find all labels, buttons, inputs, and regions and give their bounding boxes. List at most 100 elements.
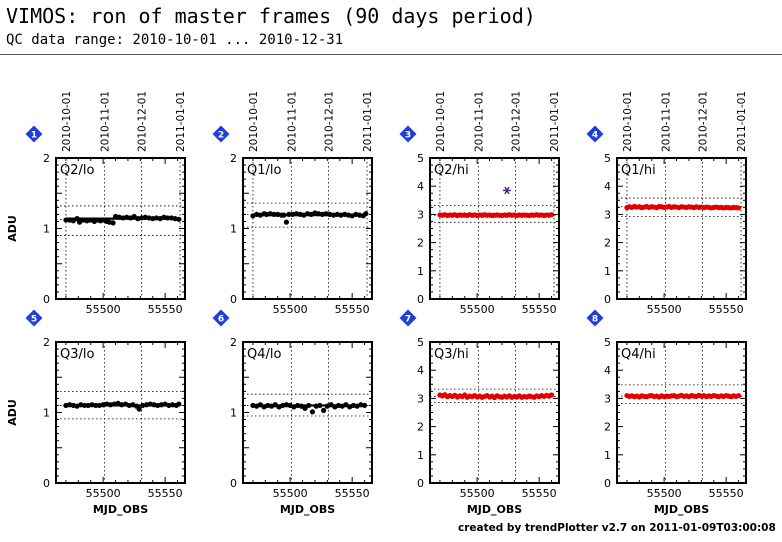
data-point xyxy=(63,217,69,223)
footer-credit: created by trendPlotter v2.7 on 2011-01-… xyxy=(458,522,776,534)
x-tick-label: 55550 xyxy=(335,303,370,316)
plot-frame xyxy=(616,341,747,484)
y-axis-label: ADU xyxy=(6,399,19,426)
y-tick-label: 2 xyxy=(43,336,50,349)
y-tick-label: 2 xyxy=(417,237,424,250)
data-point xyxy=(306,402,312,409)
date-tick-label: 2010-12-01 xyxy=(137,91,149,152)
plot-panel-2: 2 0 1 2 55500 55550 2010-10-01 2010-11-01 2010-1… xyxy=(212,91,374,316)
data-point xyxy=(321,407,327,413)
page-subtitle: QC data range: 2010-10-01 ... 2010-12-31 xyxy=(6,32,344,48)
y-tick-label: 2 xyxy=(230,152,237,165)
data-point xyxy=(283,219,290,225)
y-tick-label: 5 xyxy=(417,152,424,165)
y-tick-label: 3 xyxy=(604,208,611,221)
y-tick-label: 1 xyxy=(230,407,237,420)
data-point xyxy=(735,205,742,211)
x-axis-label: MJD_OBS xyxy=(93,503,148,516)
date-tick-label: 2010-11-01 xyxy=(660,91,672,152)
panel-number: 8 xyxy=(592,315,598,325)
plot-frame xyxy=(429,157,560,300)
data-point xyxy=(176,216,182,222)
plot-panel-1: 1 0 1 2 55500 55550 2010-10-01 2010-11-01 2010-1… xyxy=(6,91,187,316)
y-tick-label: 5 xyxy=(417,336,424,349)
y-tick-label: 0 xyxy=(43,293,50,306)
y-tick-label: 3 xyxy=(604,392,611,405)
y-tick-label: 0 xyxy=(417,293,424,306)
date-tick-label: 2011-01-01 xyxy=(175,91,187,152)
y-tick-label: 1 xyxy=(230,223,237,236)
date-tick-label: 2010-11-01 xyxy=(99,91,111,152)
x-tick-label: 55550 xyxy=(709,487,744,500)
x-tick-label: 55550 xyxy=(709,303,744,316)
data-point xyxy=(302,405,308,411)
data-point xyxy=(363,211,369,217)
panel-label: Q3/hi xyxy=(434,347,469,362)
panel-number: 4 xyxy=(592,131,598,141)
plot-frame xyxy=(55,341,186,484)
panel-label: Q2/hi xyxy=(434,163,469,178)
x-tick-label: 55500 xyxy=(86,487,121,500)
y-tick-label: 1 xyxy=(417,449,424,462)
x-tick-label: 55500 xyxy=(273,487,308,500)
y-tick-label: 3 xyxy=(417,392,424,405)
x-tick-label: 55500 xyxy=(647,303,682,316)
data-point xyxy=(271,211,277,217)
y-tick-label: 4 xyxy=(604,364,611,377)
plot-panel-8: 8 0 1 2 3 4 5 55500 55550 Q4/hi MJD_OBS xyxy=(586,309,747,516)
x-tick-label: 55550 xyxy=(148,487,183,500)
x-tick-label: 55550 xyxy=(522,303,557,316)
y-axis-label: ADU xyxy=(6,215,19,242)
plot-frame xyxy=(242,341,373,484)
panel-label: Q3/lo xyxy=(60,347,94,362)
date-tick-label: 2010-10-01 xyxy=(61,91,73,152)
y-tick-label: 4 xyxy=(417,364,424,377)
y-tick-label: 0 xyxy=(604,477,611,490)
panel-number: 6 xyxy=(218,315,224,325)
date-tick-label: 2010-12-01 xyxy=(698,91,710,152)
data-point xyxy=(165,215,171,221)
data-point xyxy=(309,409,316,415)
x-axis-label: MJD_OBS xyxy=(280,503,335,516)
panel-number: 1 xyxy=(31,131,37,141)
y-tick-label: 5 xyxy=(604,336,611,349)
x-tick-label: 55500 xyxy=(647,487,682,500)
plot-panel-5: 5 0 1 2 55500 55550 Q3/lo ADU MJD_OBS xyxy=(6,309,186,516)
date-tick-label: 2010-11-01 xyxy=(473,91,485,152)
page-title: VIMOS: ron of master frames (90 days per… xyxy=(6,4,536,28)
plot-panel-4: 4 0 1 2 3 4 5 55500 55550 2010-10-01 2010-11-01 201… xyxy=(586,91,748,316)
outlier-marker xyxy=(504,186,510,195)
date-tick-label: 2010-12-01 xyxy=(324,91,336,152)
panel-number: 7 xyxy=(405,315,411,325)
panel-label: Q4/lo xyxy=(247,347,281,362)
y-tick-label: 2 xyxy=(604,237,611,250)
y-tick-label: 1 xyxy=(604,265,611,278)
plot-panel-7: 7 0 1 2 3 4 5 55500 55550 Q3/hi MJD_OBS xyxy=(399,309,560,516)
panel-badge-icon xyxy=(212,309,230,327)
plot-frame xyxy=(242,157,373,300)
y-tick-label: 1 xyxy=(43,223,50,236)
date-tick-label: 2010-10-01 xyxy=(622,91,634,152)
plot-panel-6: 6 0 1 2 55500 55550 Q4/lo MJD_OBS xyxy=(212,309,373,516)
data-point xyxy=(281,212,287,218)
x-tick-label: 55500 xyxy=(273,303,308,316)
x-tick-label: 55500 xyxy=(86,303,121,316)
plot-frame xyxy=(616,157,747,300)
panel-badge-icon xyxy=(586,125,604,143)
panel-label: Q1/hi xyxy=(621,163,656,178)
x-tick-label: 55550 xyxy=(335,487,370,500)
data-point xyxy=(548,212,555,218)
x-axis-label: MJD_OBS xyxy=(654,503,709,516)
date-tick-label: 2010-11-01 xyxy=(286,91,298,152)
data-point xyxy=(361,402,368,409)
data-point xyxy=(176,401,182,407)
y-tick-label: 1 xyxy=(43,407,50,420)
title-divider xyxy=(0,54,782,55)
x-tick-label: 55550 xyxy=(522,487,557,500)
x-tick-label: 55500 xyxy=(460,487,495,500)
panel-number: 3 xyxy=(405,131,411,141)
y-tick-label: 1 xyxy=(604,449,611,462)
plot-frame xyxy=(429,341,560,484)
y-tick-label: 5 xyxy=(604,152,611,165)
